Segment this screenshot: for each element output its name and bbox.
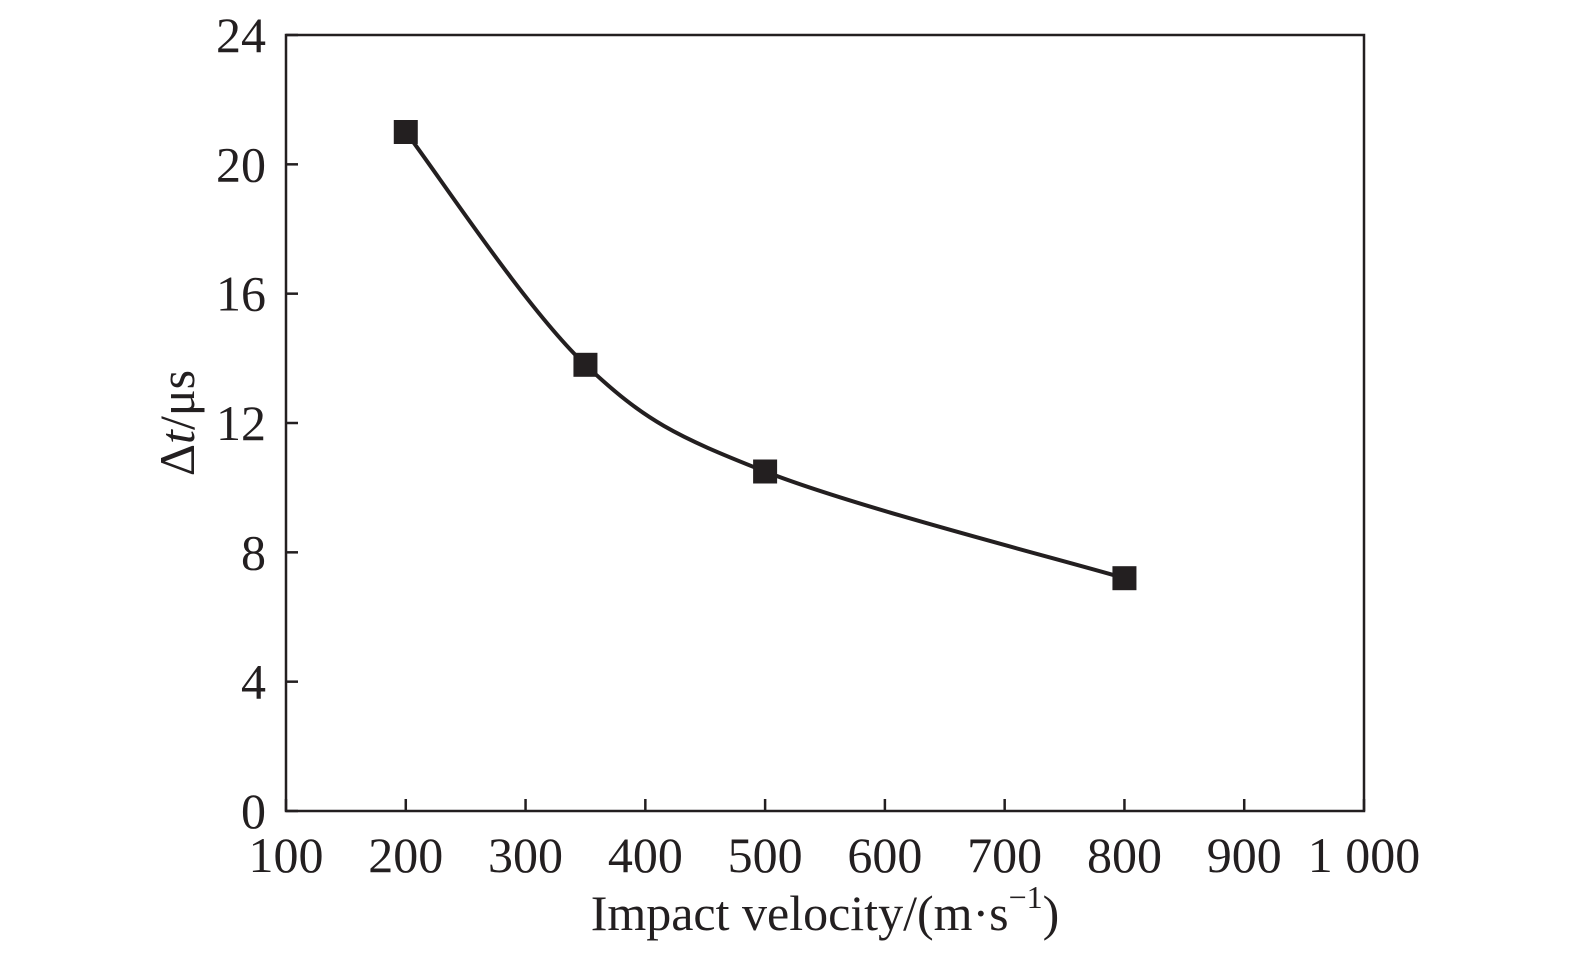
y-tick-label: 16 bbox=[216, 266, 266, 322]
x-tick-label: 100 bbox=[249, 827, 324, 883]
series-line bbox=[404, 130, 1126, 581]
plot-area bbox=[284, 33, 1366, 813]
x-tick-label: 800 bbox=[1087, 827, 1162, 883]
x-tick-label: 200 bbox=[368, 827, 443, 883]
series-layer bbox=[393, 120, 1137, 591]
plot-border bbox=[284, 33, 1366, 813]
x-axis-label: Impact velocity/(m·s−1) bbox=[591, 879, 1060, 941]
y-tick-label: 20 bbox=[216, 136, 266, 192]
y-axis-label-prefix: Δ bbox=[149, 444, 205, 476]
x-axis-label-text: Impact velocity/(m·s bbox=[591, 885, 1009, 941]
x-axis: 100 200 300 400 500 600 700 800 900 1 000 bbox=[249, 799, 1421, 883]
x-tick-label: 700 bbox=[967, 827, 1042, 883]
data-point-marker bbox=[753, 459, 778, 484]
y-axis-label: Δt/μs bbox=[149, 370, 205, 476]
x-tick-label: 600 bbox=[847, 827, 922, 883]
x-tick-label: 400 bbox=[608, 827, 683, 883]
x-tick-label: 500 bbox=[728, 827, 803, 883]
data-point-marker bbox=[1112, 566, 1137, 591]
y-tick-label: 24 bbox=[216, 7, 266, 63]
data-point-marker bbox=[573, 352, 598, 377]
y-tick-label: 0 bbox=[241, 783, 266, 839]
data-point-marker bbox=[393, 120, 418, 144]
y-axis: 0 4 8 12 16 20 24 bbox=[216, 7, 298, 839]
y-tick-label: 12 bbox=[216, 395, 266, 451]
x-axis-label-close: ) bbox=[1043, 885, 1060, 941]
y-axis-label-suffix: /μs bbox=[149, 370, 205, 430]
x-tick-label: 1 000 bbox=[1308, 827, 1421, 883]
y-axis-label-variable: t bbox=[149, 429, 205, 444]
y-tick-label: 8 bbox=[241, 524, 266, 580]
x-tick-label: 900 bbox=[1207, 827, 1282, 883]
y-tick-label: 4 bbox=[241, 654, 266, 710]
x-axis-label-superscript: −1 bbox=[1009, 879, 1043, 915]
x-tick-label: 300 bbox=[488, 827, 563, 883]
